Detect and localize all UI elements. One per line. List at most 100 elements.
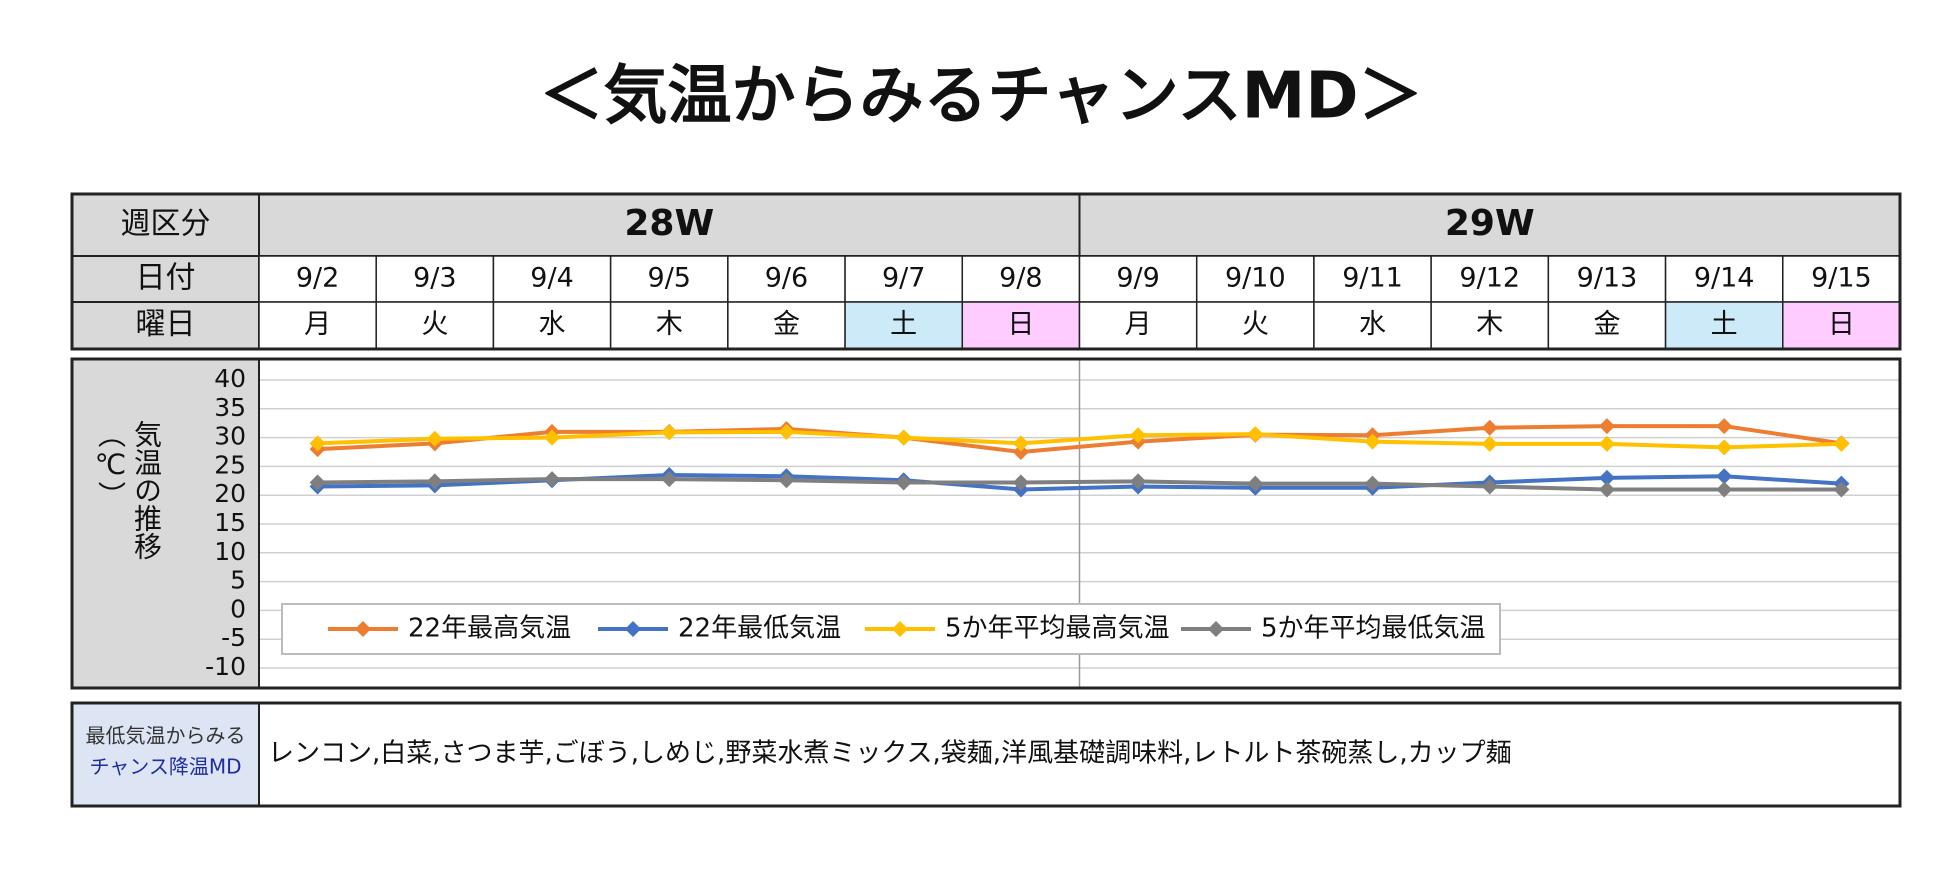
data-point bbox=[1130, 473, 1147, 490]
date-label: 9/11 bbox=[1342, 263, 1403, 294]
table-border bbox=[70, 192, 1902, 351]
date-label: 9/9 bbox=[1116, 263, 1159, 294]
y-tick-label: 35 bbox=[214, 393, 246, 422]
md-border bbox=[70, 701, 1902, 808]
weekday-cell bbox=[1430, 301, 1550, 350]
data-point bbox=[1364, 475, 1381, 492]
y-tick-label: -5 bbox=[221, 623, 246, 652]
weekday-label: 月 bbox=[304, 309, 331, 340]
data-point bbox=[544, 471, 561, 488]
weekday-label: 水 bbox=[1359, 309, 1386, 340]
weekday-label: 木 bbox=[656, 309, 683, 340]
week-label: 29W bbox=[1445, 203, 1535, 244]
weekday-cell bbox=[844, 301, 964, 350]
y-tick-label: 20 bbox=[214, 479, 246, 508]
md-label: チャンス降温MD bbox=[89, 755, 241, 779]
date-label: 9/12 bbox=[1459, 263, 1520, 294]
data-point bbox=[778, 472, 795, 489]
weekday-label: 火 bbox=[1242, 309, 1269, 340]
row-label: 日付 bbox=[136, 261, 196, 296]
date-cell bbox=[492, 255, 612, 303]
page-title: ＜気温からみるチャンスMD＞ bbox=[540, 60, 1423, 134]
data-point bbox=[544, 429, 561, 446]
data-point bbox=[661, 424, 678, 441]
data-point bbox=[1598, 418, 1615, 435]
weekday-label: 日 bbox=[1828, 309, 1855, 340]
date-label: 9/10 bbox=[1225, 263, 1286, 294]
data-point bbox=[1481, 419, 1498, 436]
date-cell bbox=[1195, 255, 1315, 303]
legend-marker bbox=[355, 621, 371, 637]
data-point bbox=[1598, 435, 1615, 452]
weekday-label: 金 bbox=[1593, 309, 1620, 340]
data-point bbox=[1130, 427, 1147, 444]
row-label: 週区分 bbox=[121, 207, 211, 242]
y-tick-label: 30 bbox=[214, 422, 246, 451]
md-label: 最低気温からみる bbox=[86, 724, 246, 748]
data-point bbox=[1716, 468, 1733, 485]
legend-label: 5か年平均最高気温 bbox=[945, 614, 1170, 644]
data-point bbox=[426, 430, 443, 447]
legend-label: 22年最高気温 bbox=[408, 614, 571, 644]
legend-marker bbox=[625, 621, 641, 637]
date-label: 9/2 bbox=[296, 263, 339, 294]
data-point bbox=[1247, 475, 1264, 492]
data-point bbox=[1833, 481, 1850, 498]
data-point bbox=[309, 435, 326, 452]
date-cell bbox=[1078, 255, 1198, 303]
weekday-label: 月 bbox=[1125, 309, 1152, 340]
data-point bbox=[309, 474, 326, 491]
series-line bbox=[317, 424, 1842, 455]
date-label: 9/4 bbox=[530, 263, 573, 294]
data-point bbox=[895, 429, 912, 446]
date-label: 9/6 bbox=[765, 263, 808, 294]
y-axis-label: 気温の推移（℃） bbox=[94, 420, 163, 560]
date-cell bbox=[609, 255, 729, 303]
data-point bbox=[1716, 481, 1733, 498]
weekday-label: 木 bbox=[1476, 309, 1503, 340]
date-label: 9/14 bbox=[1694, 263, 1755, 294]
y-tick-label: 25 bbox=[214, 450, 246, 479]
row-label: 曜日 bbox=[136, 307, 196, 342]
md-items: レンコン,白菜,さつま芋,ごぼう,しめじ,野菜水煮ミックス,袋麺,洋風基礎調味料… bbox=[268, 739, 1512, 769]
data-point bbox=[1716, 418, 1733, 435]
date-label: 9/13 bbox=[1577, 263, 1638, 294]
date-cell bbox=[727, 255, 846, 303]
row-label-cell bbox=[71, 193, 260, 257]
date-label: 9/3 bbox=[413, 263, 456, 294]
y-tick-label: 5 bbox=[230, 566, 246, 595]
date-label: 9/5 bbox=[648, 263, 691, 294]
weekday-cell bbox=[1547, 301, 1667, 350]
date-label: 9/8 bbox=[999, 263, 1042, 294]
data-point bbox=[895, 474, 912, 491]
date-label: 9/7 bbox=[882, 263, 925, 294]
data-point bbox=[1481, 478, 1498, 495]
y-tick-label: 15 bbox=[214, 508, 246, 537]
weekday-label: 火 bbox=[421, 309, 448, 340]
weekday-cell bbox=[1195, 301, 1315, 350]
week-label: 28W bbox=[624, 203, 714, 244]
date-cell bbox=[375, 255, 495, 303]
data-point bbox=[1364, 433, 1381, 450]
date-cell bbox=[258, 255, 377, 303]
row-label-cell bbox=[71, 255, 260, 303]
data-point bbox=[661, 471, 678, 488]
weekday-cell bbox=[1664, 301, 1784, 350]
chart-label-cell bbox=[72, 359, 259, 688]
series-line bbox=[317, 477, 1842, 492]
y-tick-label: 10 bbox=[214, 537, 246, 566]
y-tick-label: -10 bbox=[205, 652, 246, 681]
date-cell bbox=[1547, 255, 1667, 303]
data-point bbox=[1598, 481, 1615, 498]
data-point bbox=[1481, 435, 1498, 452]
weekday-label: 土 bbox=[1711, 309, 1738, 340]
legend-label: 5か年平均最低気温 bbox=[1261, 614, 1486, 644]
data-point bbox=[1716, 439, 1733, 456]
weekday-label: 水 bbox=[539, 309, 566, 340]
date-cell bbox=[961, 255, 1081, 303]
date-cell bbox=[844, 255, 964, 303]
chart-border bbox=[70, 357, 1902, 690]
data-point bbox=[778, 423, 795, 440]
